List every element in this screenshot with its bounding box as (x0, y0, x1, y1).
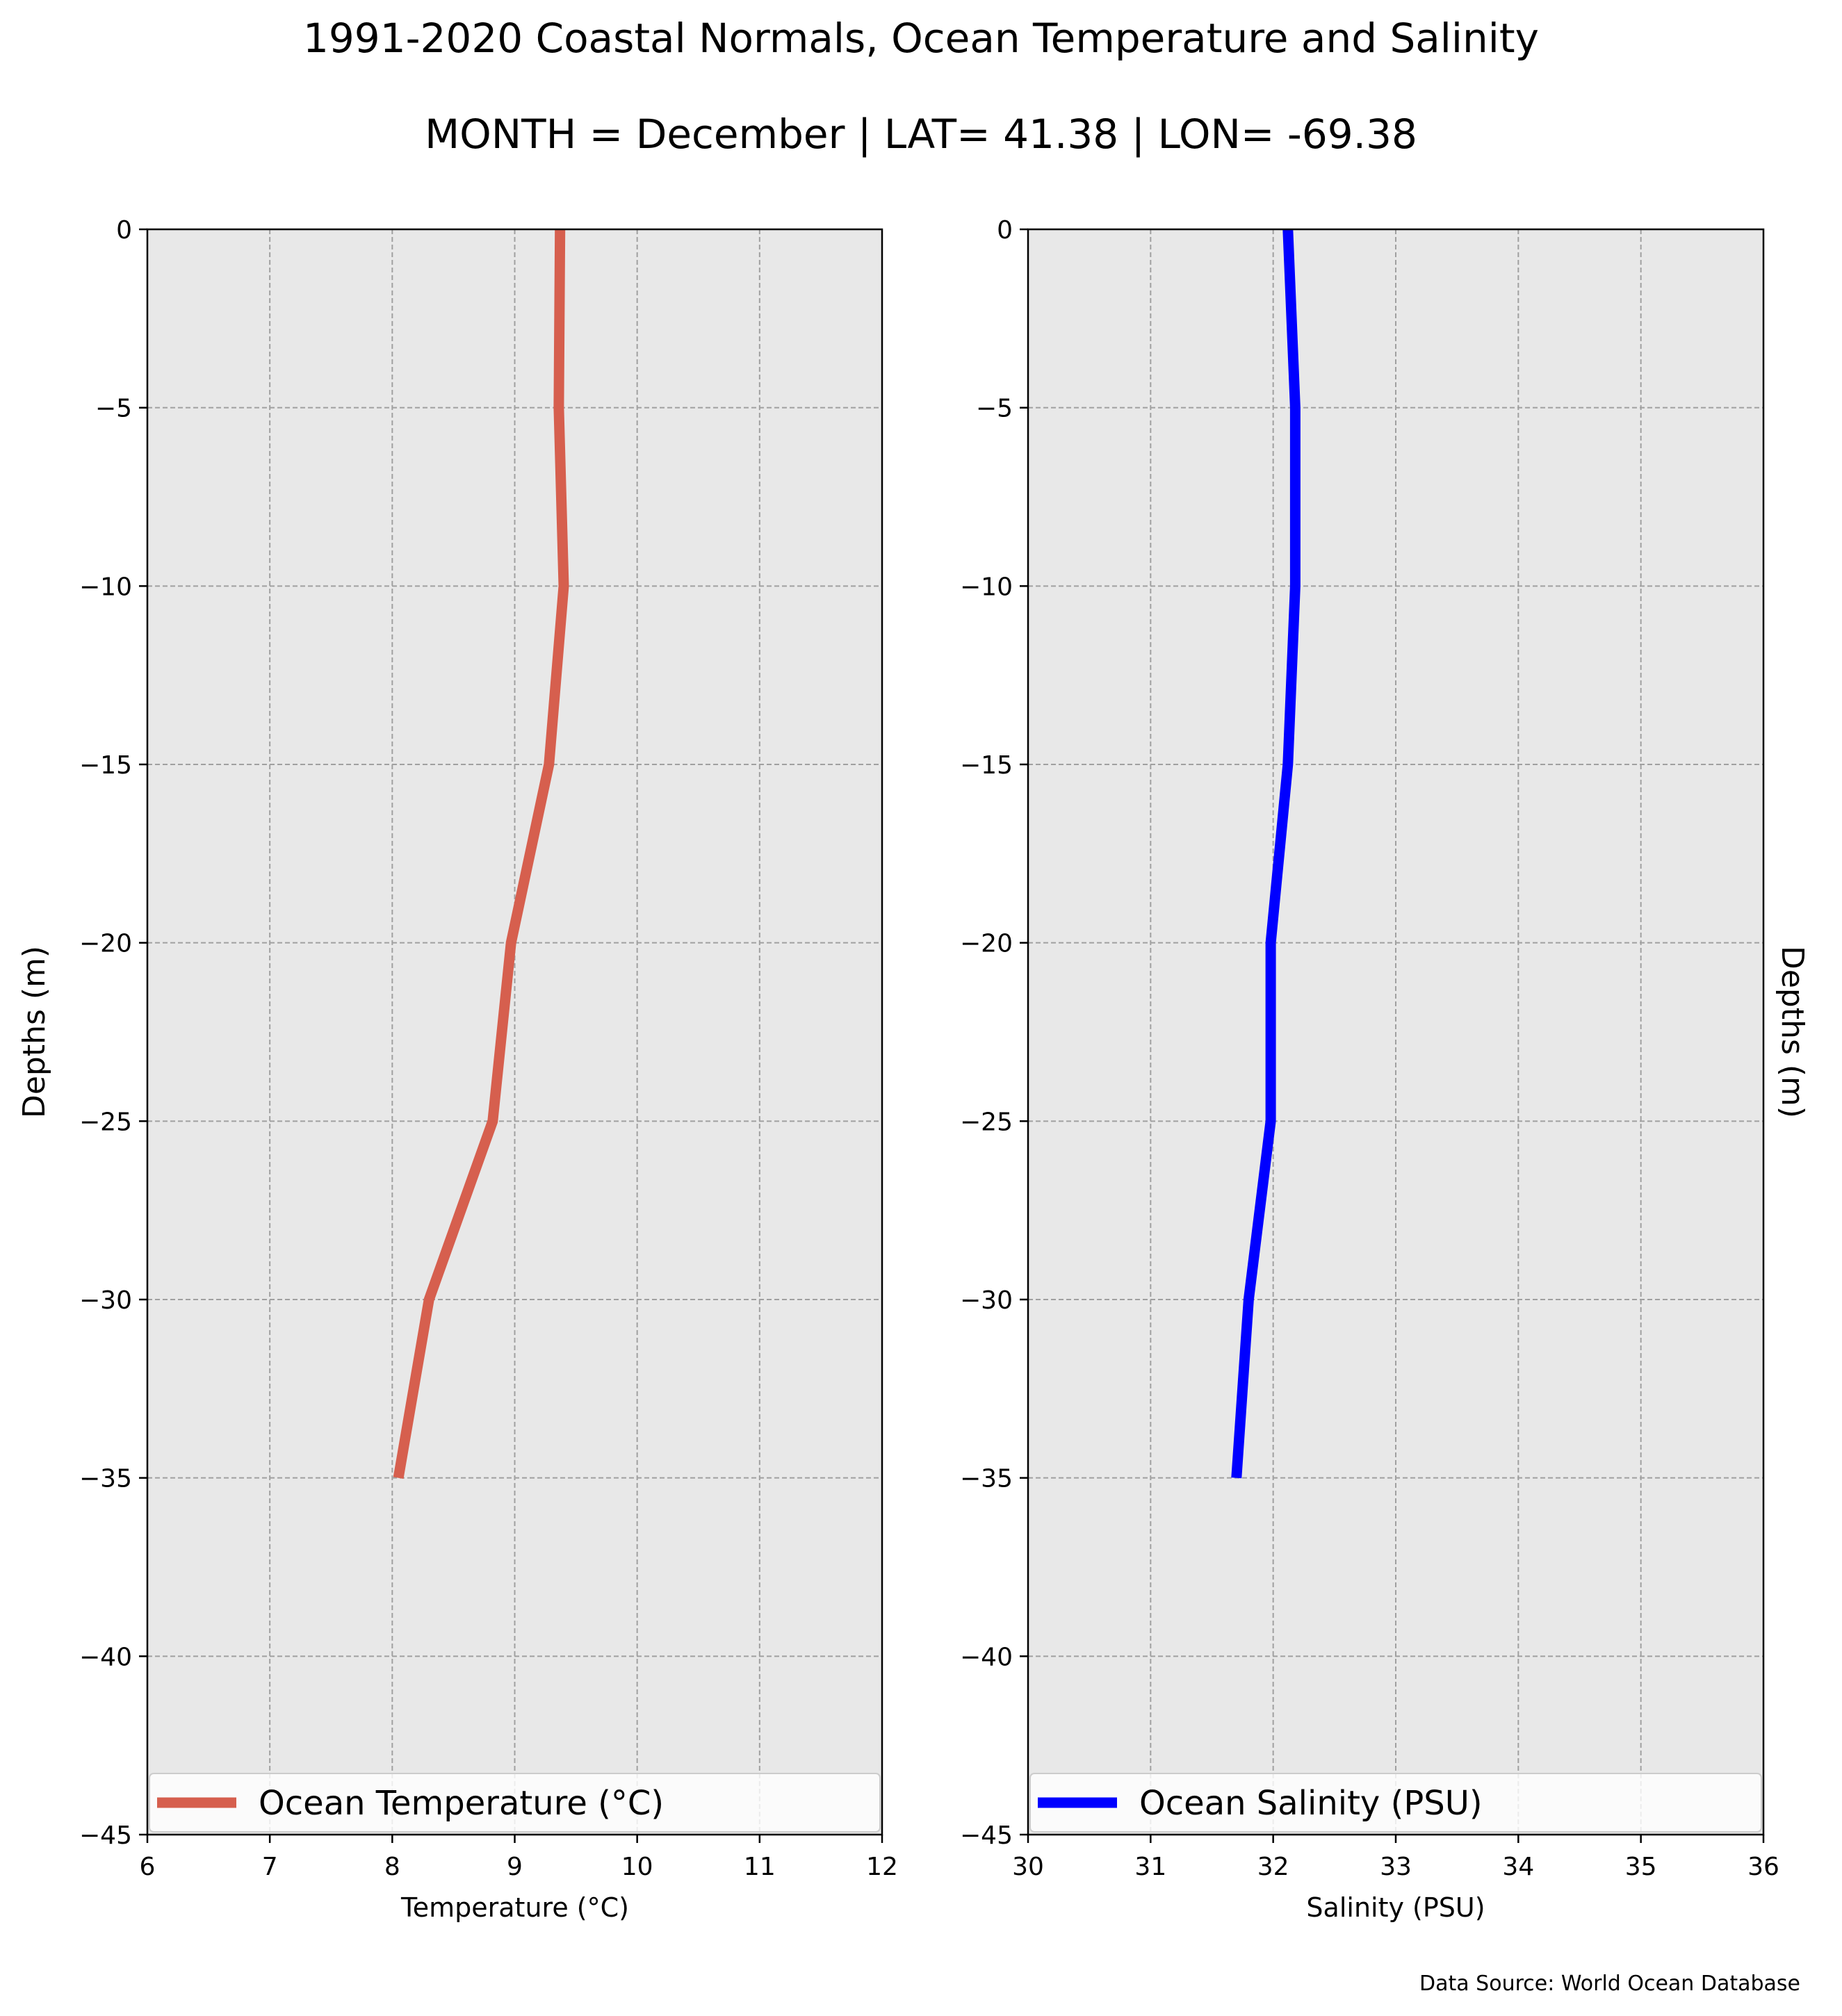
temperature-legend-label: Ocean Temperature (°C) (259, 1784, 664, 1823)
salinity-legend-box (1029, 1773, 1762, 1833)
salinity-y-tick-label: 0 (997, 216, 1013, 245)
salinity-y-tick-label: −15 (960, 751, 1013, 780)
temperature-y-tick-label: −40 (79, 1643, 132, 1671)
salinity-y-tick-label: −20 (960, 930, 1013, 958)
temperature-y-tick-label: −25 (79, 1108, 132, 1136)
salinity-panel: 30 31 32 33 34 35 36 0 −5 −10 −15 −20 −25 −30 −35 −40 −4… (960, 216, 1779, 1881)
temperature-y-tick-label: −10 (79, 573, 132, 601)
salinity-x-tick-label: 30 (1012, 1853, 1044, 1881)
temperature-x-tick-label: 7 (262, 1853, 278, 1881)
salinity-legend: Ocean Salinity (PSU) (1029, 1773, 1762, 1833)
chart-subtitle: MONTH = December | LAT= 41.38 | LON= -69… (425, 110, 1417, 158)
chart-title: 1991-2020 Coastal Normals, Ocean Tempera… (303, 15, 1539, 62)
salinity-x-axis-label: Salinity (PSU) (1306, 1892, 1485, 1923)
data-source-note: Data Source: World Ocean Database (1419, 1972, 1800, 1996)
salinity-y-tick-label: −45 (960, 1821, 1013, 1850)
salinity-y-tick-label: −5 (976, 395, 1013, 423)
salinity-y-tick-label: −40 (960, 1643, 1013, 1671)
temperature-x-tick-label: 8 (384, 1853, 400, 1881)
temperature-legend-box (149, 1773, 881, 1833)
salinity-legend-label: Ocean Salinity (PSU) (1139, 1784, 1483, 1823)
temperature-x-axis-label: Temperature (°C) (400, 1892, 629, 1923)
temperature-x-tick-label: 9 (507, 1853, 523, 1881)
temperature-y-tick-label: −15 (79, 751, 132, 780)
temperature-legend: Ocean Temperature (°C) (149, 1773, 881, 1833)
salinity-series-line (1231, 229, 1301, 1479)
salinity-x-tick-label: 36 (1747, 1853, 1779, 1881)
temperature-y-tick-label: −45 (79, 1821, 132, 1850)
temperature-x-tick-label: 12 (866, 1853, 898, 1881)
salinity-x-tick-label: 32 (1257, 1853, 1289, 1881)
temperature-y-axis-label: Depths (m) (17, 946, 52, 1118)
temperature-x-tick-label: 11 (744, 1853, 776, 1881)
temperature-x-tick-label: 6 (140, 1853, 156, 1881)
temperature-y-tick-label: −5 (95, 395, 132, 423)
salinity-x-tick-label: 31 (1134, 1853, 1166, 1881)
temperature-x-tick-label: 10 (621, 1853, 653, 1881)
temperature-series-line (393, 229, 569, 1479)
salinity-y-tick-label: −25 (960, 1108, 1013, 1136)
salinity-x-tick-label: 35 (1625, 1853, 1657, 1881)
salinity-y-tick-label: −30 (960, 1286, 1013, 1315)
salinity-x-tick-label: 34 (1502, 1853, 1534, 1881)
salinity-y-tick-label: −10 (960, 573, 1013, 601)
temperature-y-tick-label: −30 (79, 1286, 132, 1315)
temperature-panel: 6 7 8 9 10 11 12 0 −5 −10 −15 −20 −25 −30 −35 −40 −45 Oce… (79, 216, 898, 1881)
temperature-y-tick-label: −35 (79, 1465, 132, 1493)
temperature-y-tick-label: −20 (79, 930, 132, 958)
salinity-y-tick-label: −35 (960, 1465, 1013, 1493)
salinity-x-tick-label: 33 (1380, 1853, 1412, 1881)
temperature-y-tick-label: 0 (116, 216, 132, 245)
salinity-y-axis-label: Depths (m) (1775, 946, 1810, 1118)
